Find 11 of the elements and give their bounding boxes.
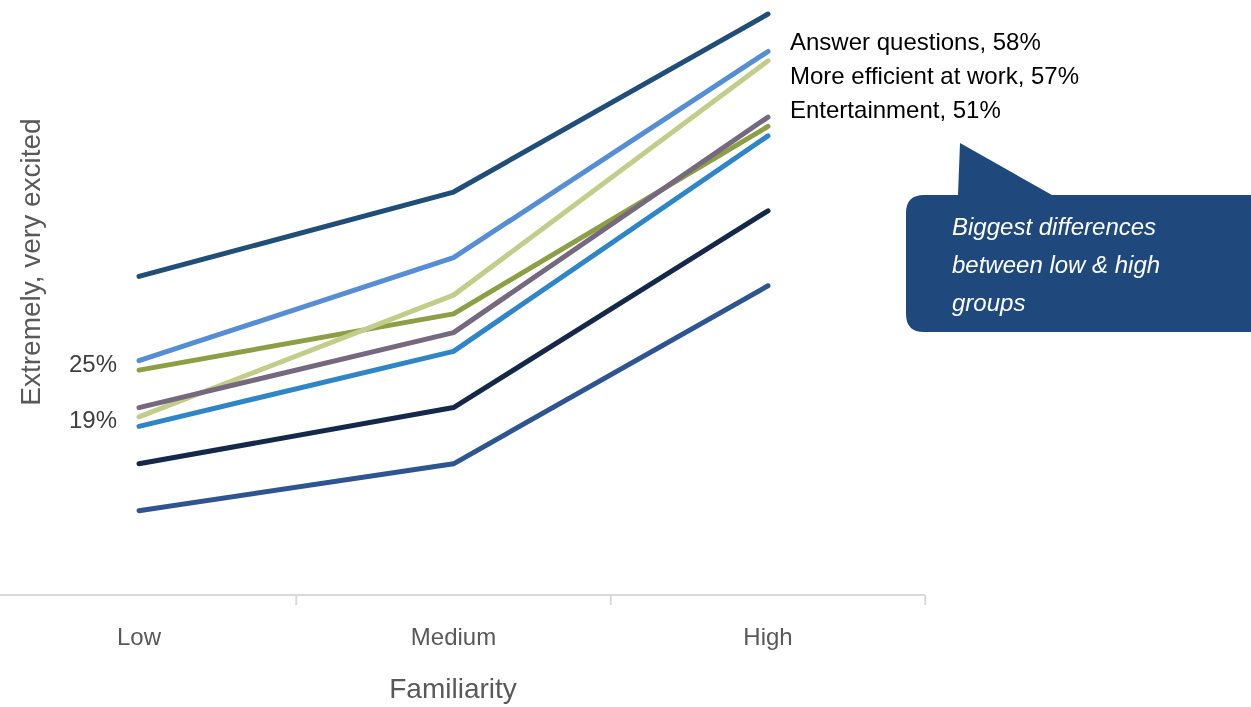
data-label: 25% (68, 350, 117, 378)
data-label: 19% (68, 406, 117, 434)
x-tick-label: High (743, 623, 793, 651)
x-tick-label: Medium (410, 623, 497, 651)
annotation: Entertainment, 51% (790, 95, 1001, 123)
text: Biggest differences between low & high groups (952, 213, 1161, 317)
x-tick-label: Low (116, 623, 162, 651)
x-axis-title: Familiarity (389, 672, 517, 704)
annotation: Answer questions, 58% (790, 27, 1041, 55)
annotation: More efficient at work, 57% (790, 61, 1080, 89)
y-axis-title: Extremely, very excited (14, 118, 46, 406)
